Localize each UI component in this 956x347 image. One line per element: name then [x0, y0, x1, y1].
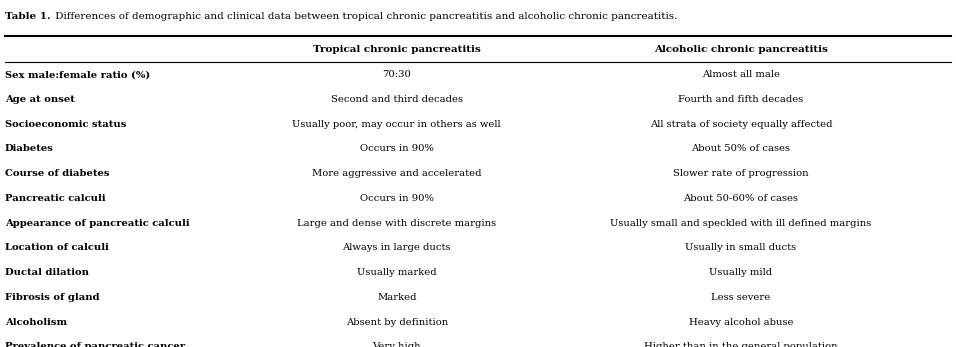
Text: About 50-60% of cases: About 50-60% of cases: [684, 194, 798, 203]
Text: Prevalence of pancreatic cancer: Prevalence of pancreatic cancer: [5, 342, 185, 347]
Text: Fibrosis of gland: Fibrosis of gland: [5, 293, 99, 302]
Text: Differences of demographic and clinical data between tropical chronic pancreatit: Differences of demographic and clinical …: [52, 12, 677, 21]
Text: Appearance of pancreatic calculi: Appearance of pancreatic calculi: [5, 219, 189, 228]
Text: Always in large ducts: Always in large ducts: [342, 243, 451, 252]
Text: Fourth and fifth decades: Fourth and fifth decades: [678, 95, 804, 104]
Text: Usually small and speckled with ill defined margins: Usually small and speckled with ill defi…: [610, 219, 872, 228]
Text: Location of calculi: Location of calculi: [5, 243, 109, 252]
Text: Ductal dilation: Ductal dilation: [5, 268, 89, 277]
Text: Usually poor, may occur in others as well: Usually poor, may occur in others as wel…: [293, 120, 501, 129]
Text: Large and dense with discrete margins: Large and dense with discrete margins: [297, 219, 496, 228]
Text: Marked: Marked: [377, 293, 417, 302]
Text: Usually mild: Usually mild: [709, 268, 772, 277]
Text: Age at onset: Age at onset: [5, 95, 75, 104]
Text: Absent by definition: Absent by definition: [346, 318, 447, 327]
Text: Table 1.: Table 1.: [5, 12, 51, 21]
Text: Diabetes: Diabetes: [5, 144, 54, 153]
Text: Occurs in 90%: Occurs in 90%: [359, 144, 434, 153]
Text: Less severe: Less severe: [711, 293, 771, 302]
Text: Second and third decades: Second and third decades: [331, 95, 463, 104]
Text: Slower rate of progression: Slower rate of progression: [673, 169, 809, 178]
Text: Higher than in the general population: Higher than in the general population: [644, 342, 837, 347]
Text: Heavy alcohol abuse: Heavy alcohol abuse: [688, 318, 793, 327]
Text: Socioeconomic status: Socioeconomic status: [5, 120, 126, 129]
Text: Usually marked: Usually marked: [357, 268, 437, 277]
Text: Alcoholic chronic pancreatitis: Alcoholic chronic pancreatitis: [654, 45, 828, 54]
Text: Very high: Very high: [373, 342, 421, 347]
Text: More aggressive and accelerated: More aggressive and accelerated: [312, 169, 482, 178]
Text: About 50% of cases: About 50% of cases: [691, 144, 791, 153]
Text: 70:30: 70:30: [382, 70, 411, 79]
Text: Occurs in 90%: Occurs in 90%: [359, 194, 434, 203]
Text: Almost all male: Almost all male: [702, 70, 780, 79]
Text: Tropical chronic pancreatitis: Tropical chronic pancreatitis: [313, 45, 481, 54]
Text: Alcoholism: Alcoholism: [5, 318, 67, 327]
Text: Course of diabetes: Course of diabetes: [5, 169, 109, 178]
Text: Pancreatic calculi: Pancreatic calculi: [5, 194, 105, 203]
Text: Usually in small ducts: Usually in small ducts: [685, 243, 796, 252]
Text: Sex male:female ratio (%): Sex male:female ratio (%): [5, 70, 150, 79]
Text: All strata of society equally affected: All strata of society equally affected: [650, 120, 832, 129]
